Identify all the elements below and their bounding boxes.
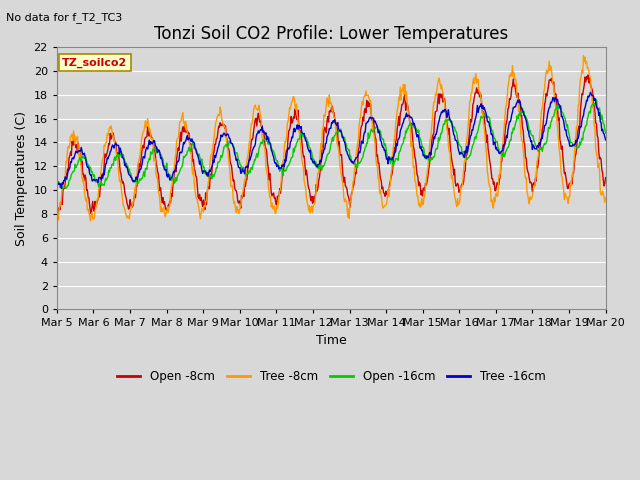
Y-axis label: Soil Temperatures (C): Soil Temperatures (C) [15,111,28,246]
Legend: Open -8cm, Tree -8cm, Open -16cm, Tree -16cm: Open -8cm, Tree -8cm, Open -16cm, Tree -… [112,365,550,387]
Title: Tonzi Soil CO2 Profile: Lower Temperatures: Tonzi Soil CO2 Profile: Lower Temperatur… [154,24,508,43]
X-axis label: Time: Time [316,334,347,347]
Text: No data for f_T2_TC3: No data for f_T2_TC3 [6,12,123,23]
Text: TZ_soilco2: TZ_soilco2 [62,57,127,68]
